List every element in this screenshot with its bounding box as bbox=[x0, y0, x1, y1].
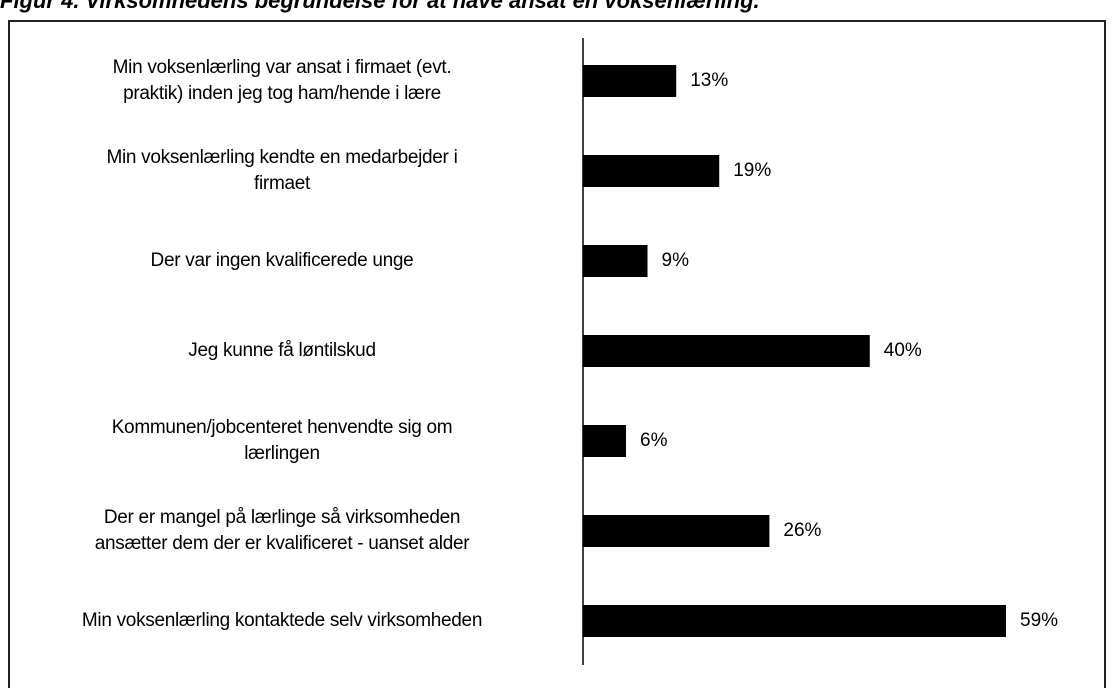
category-label: Der er mangel på lærlinge så virksomhede… bbox=[94, 507, 470, 554]
bar bbox=[583, 335, 870, 367]
category-label: Min voksenlærling kendte en medarbejder … bbox=[106, 147, 458, 194]
bar bbox=[583, 245, 648, 277]
value-label: 9% bbox=[661, 250, 689, 271]
value-label: 6% bbox=[640, 430, 668, 451]
category-label: Der var ingen kvalificerede unge bbox=[150, 250, 414, 271]
value-label: 40% bbox=[883, 340, 922, 361]
category-label: Jeg kunne få løntilskud bbox=[188, 340, 376, 361]
value-label: 59% bbox=[1020, 610, 1059, 631]
category-label: Kommunen/jobcenteret henvendte sig om læ… bbox=[111, 417, 453, 464]
value-label: 26% bbox=[783, 520, 822, 541]
bar bbox=[583, 155, 720, 187]
bar bbox=[583, 65, 677, 97]
bar bbox=[583, 425, 627, 457]
category-label: Min voksenlærling kontaktede selv virkso… bbox=[81, 610, 483, 631]
value-label: 19% bbox=[733, 160, 772, 181]
category-label: Min voksenlærling var ansat i firmaet (e… bbox=[112, 57, 452, 104]
chart-title: Figur 4. Virksomhedens begrundelse for a… bbox=[0, 0, 760, 13]
bar bbox=[583, 605, 1006, 637]
bar bbox=[583, 515, 770, 547]
chart-frame bbox=[8, 20, 1106, 688]
value-label: 13% bbox=[690, 70, 729, 91]
